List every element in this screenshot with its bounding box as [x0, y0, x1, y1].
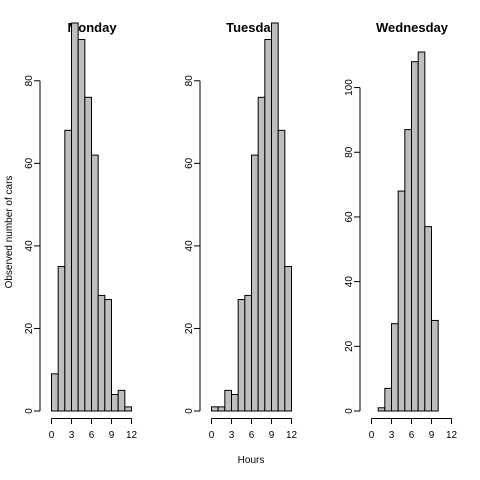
wednesday-y-tick-label: 40 — [344, 276, 355, 288]
wednesday-y-tick-label: 0 — [344, 408, 355, 414]
wednesday-bar — [418, 52, 425, 411]
monday-x-tick-label: 3 — [69, 430, 75, 441]
monday-y-tick-label: 60 — [24, 157, 35, 169]
x-axis-label: Hours — [238, 455, 265, 466]
monday-x-tick-label: 0 — [49, 430, 55, 441]
tuesday-panel: Tuesday 0 3 6 9 12 0 20 40 60 80 — [184, 20, 297, 441]
monday-bar — [52, 374, 59, 411]
tuesday-x-tick-label: 3 — [229, 430, 235, 441]
wednesday-bar — [392, 324, 399, 411]
monday-bar — [58, 267, 65, 411]
wednesday-panel: Wednesday 0 3 6 9 12 0 20 40 60 80 100 — [344, 20, 457, 441]
wednesday-y-tick-label: 60 — [344, 211, 355, 223]
monday-y-tick-label: 20 — [24, 322, 35, 334]
wednesday-x-tick-label: 9 — [429, 430, 435, 441]
wednesday-bar — [405, 130, 412, 411]
tuesday-y-tick-label: 60 — [184, 157, 195, 169]
tuesday-bar — [272, 23, 279, 411]
wednesday-x-tick-label: 12 — [446, 430, 458, 441]
tuesday-bar — [245, 295, 252, 411]
monday-bar — [112, 394, 119, 411]
wednesday-title: Wednesday — [376, 20, 449, 35]
tuesday-bar — [225, 390, 232, 411]
wednesday-y-tick-label: 20 — [344, 340, 355, 352]
monday-bar — [78, 40, 85, 411]
tuesday-bar — [278, 130, 285, 411]
monday-y-tick-label: 80 — [24, 75, 35, 87]
wednesday-bar — [425, 227, 432, 411]
monday-x-tick-label: 6 — [89, 430, 95, 441]
monday-x-tick-label: 9 — [109, 430, 115, 441]
wednesday-y-tick-label: 80 — [344, 146, 355, 158]
tuesday-bar — [218, 407, 225, 411]
tuesday-y-tick-label: 80 — [184, 75, 195, 87]
monday-bar — [92, 155, 99, 411]
tuesday-bar — [285, 267, 292, 411]
monday-bar — [118, 390, 125, 411]
wednesday-bar — [385, 388, 392, 411]
tuesday-x-tick-label: 9 — [269, 430, 275, 441]
monday-bar — [98, 295, 105, 411]
wednesday-x-tick-label: 3 — [389, 430, 395, 441]
tuesday-y-tick-label: 0 — [184, 408, 195, 414]
wednesday-bar — [412, 62, 419, 411]
wednesday-x-tick-label: 0 — [369, 430, 375, 441]
wednesday-y-tick-label: 100 — [344, 79, 355, 96]
wednesday-x-tick-label: 6 — [409, 430, 415, 441]
tuesday-x-tick-label: 6 — [249, 430, 255, 441]
wednesday-bar — [432, 320, 439, 411]
monday-bar — [125, 407, 132, 411]
tuesday-bar — [265, 40, 272, 411]
monday-bar — [85, 97, 92, 411]
monday-bar — [72, 23, 79, 411]
tuesday-title: Tuesday — [226, 20, 279, 35]
tuesday-y-tick-label: 20 — [184, 322, 195, 334]
tuesday-bar — [238, 300, 245, 411]
monday-y-tick-label: 0 — [24, 408, 35, 414]
wednesday-bar — [398, 191, 405, 411]
wednesday-bar — [378, 408, 385, 411]
monday-y-tick-label: 40 — [24, 240, 35, 252]
tuesday-bar — [252, 155, 259, 411]
tuesday-bar — [212, 407, 219, 411]
tuesday-x-tick-label: 0 — [209, 430, 215, 441]
tuesday-y-tick-label: 40 — [184, 240, 195, 252]
y-axis-label: Observed number of cars — [4, 176, 15, 289]
tuesday-bar — [232, 394, 239, 411]
tuesday-bar — [258, 97, 265, 411]
monday-bar — [105, 300, 112, 411]
tuesday-x-tick-label: 12 — [286, 430, 298, 441]
monday-x-tick-label: 12 — [126, 430, 138, 441]
monday-bar — [65, 130, 72, 411]
